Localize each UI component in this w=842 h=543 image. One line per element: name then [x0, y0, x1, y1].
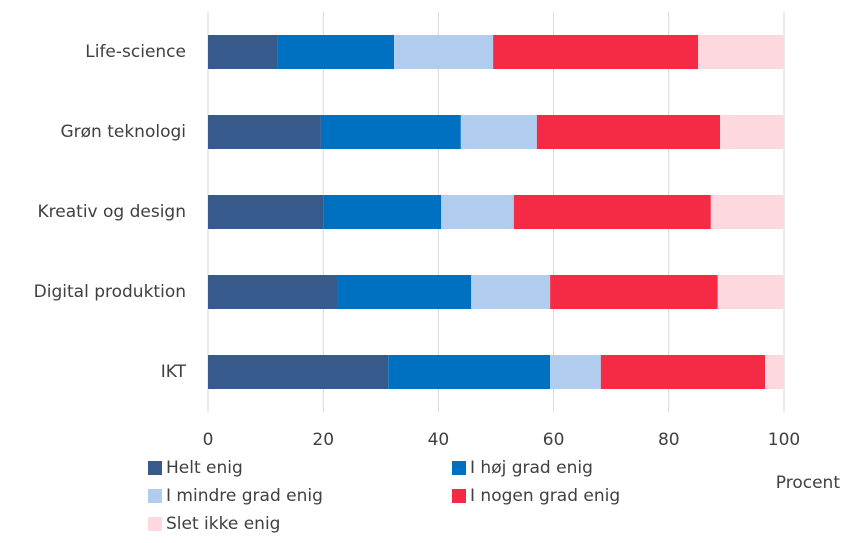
bar-segment	[710, 195, 784, 229]
y-tick-label: IKT	[161, 362, 187, 382]
legend-label: I nogen grad enig	[470, 486, 620, 506]
legend-swatch	[452, 489, 466, 503]
x-tick-label: 60	[543, 430, 565, 450]
bar-segment	[277, 35, 395, 69]
bar-segment	[208, 35, 278, 69]
bar-segment	[600, 355, 765, 389]
bar-segment	[493, 35, 699, 69]
bar-segment	[208, 355, 389, 389]
x-tick-label: 80	[658, 430, 680, 450]
bar-segment	[208, 115, 321, 149]
x-tick-label: 0	[203, 430, 214, 450]
bar-segment	[720, 115, 784, 149]
legend-label: Slet ikke enig	[166, 514, 280, 534]
legend-swatch	[148, 461, 162, 475]
bar-segment	[441, 195, 514, 229]
bar-segment	[320, 115, 461, 149]
x-tick-label: 100	[768, 430, 800, 450]
bar-segment	[536, 115, 721, 149]
bar-segment	[460, 115, 537, 149]
x-tick-label: 20	[312, 430, 334, 450]
legend-swatch	[452, 461, 466, 475]
bar-segment	[698, 35, 784, 69]
bar-segment	[337, 275, 472, 309]
x-tick-label: 40	[428, 430, 450, 450]
x-axis-label: Procent	[776, 473, 841, 493]
bar-segment	[323, 195, 442, 229]
bar-segment	[550, 275, 718, 309]
y-tick-label: Digital produktion	[34, 282, 186, 302]
legend-swatch	[148, 517, 162, 531]
bar-segment	[208, 275, 338, 309]
bar-segment	[394, 35, 494, 69]
bar-segment	[764, 355, 784, 389]
legend-label: I mindre grad enig	[166, 486, 323, 506]
y-tick-label: Kreativ og design	[38, 202, 186, 222]
bar-segment	[388, 355, 551, 389]
legend-label: Helt enig	[166, 458, 243, 478]
y-tick-label: Life-science	[85, 42, 186, 62]
bar-segment	[513, 195, 711, 229]
legend-swatch	[148, 489, 162, 503]
bar-segment	[208, 195, 324, 229]
bar-segment	[550, 355, 601, 389]
bar-segment	[717, 275, 784, 309]
y-tick-label: Grøn teknologi	[60, 122, 186, 142]
legend-label: I høj grad enig	[470, 458, 593, 478]
bar-segment	[471, 275, 551, 309]
